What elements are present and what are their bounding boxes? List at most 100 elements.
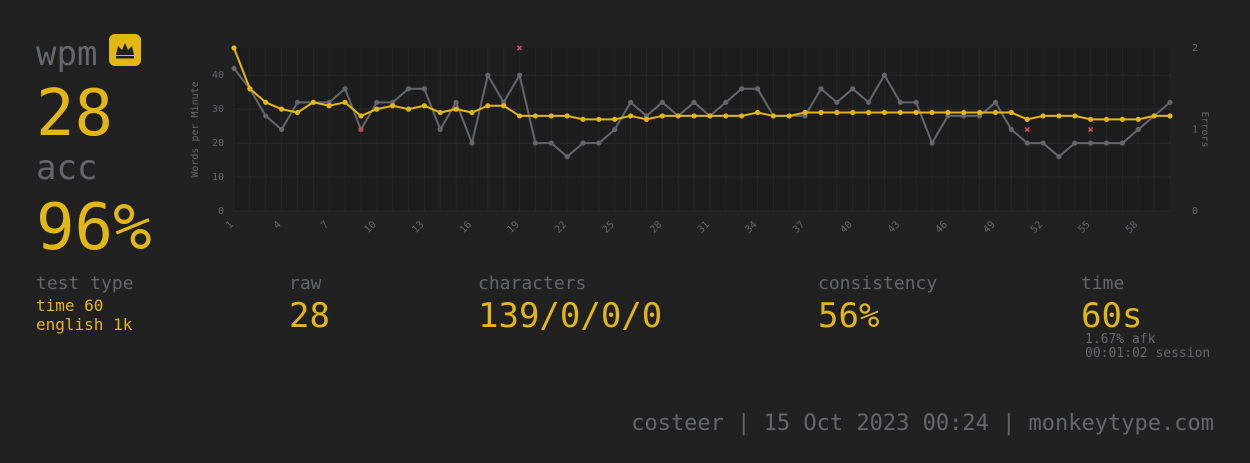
raw-point bbox=[913, 99, 919, 105]
raw-point bbox=[278, 126, 285, 133]
wpm-point bbox=[913, 109, 919, 116]
raw-point bbox=[548, 140, 554, 146]
raw-point bbox=[659, 99, 665, 105]
raw-point bbox=[628, 99, 634, 105]
raw-point bbox=[231, 65, 237, 71]
wpm-point bbox=[1167, 113, 1173, 119]
y2-tick-label: 2 bbox=[1192, 43, 1198, 54]
test-type-language: english 1k bbox=[36, 315, 133, 334]
wpm-point bbox=[818, 109, 824, 116]
raw-point bbox=[691, 99, 697, 105]
wpm-point bbox=[1040, 113, 1046, 119]
y-tick-label: 0 bbox=[218, 206, 224, 217]
wpm-point bbox=[1103, 116, 1110, 122]
y2-tick-label: 1 bbox=[1192, 125, 1198, 136]
raw-point bbox=[485, 72, 491, 78]
x-tick-label: 1 bbox=[224, 219, 236, 231]
wpm-point bbox=[1151, 113, 1157, 119]
error-point bbox=[516, 45, 523, 51]
wpm-point bbox=[437, 109, 443, 116]
raw-point bbox=[612, 126, 618, 133]
x-tick-label: 19 bbox=[505, 219, 521, 235]
raw-point bbox=[564, 154, 570, 160]
wpm-point bbox=[358, 113, 364, 119]
x-tick-label: 55 bbox=[1077, 219, 1093, 235]
y-tick-label: 20 bbox=[212, 138, 224, 149]
consistency-label: consistency bbox=[818, 273, 938, 294]
x-tick-label: 10 bbox=[363, 219, 379, 235]
wpm-point bbox=[596, 116, 602, 122]
wpm-point bbox=[945, 109, 951, 116]
raw-point bbox=[1167, 99, 1173, 105]
y-tick-label: 40 bbox=[212, 70, 224, 81]
wpm-point bbox=[754, 109, 761, 116]
wpm-label: wpm bbox=[36, 34, 98, 74]
raw-point bbox=[532, 140, 539, 146]
raw-point bbox=[580, 140, 586, 146]
raw-point bbox=[263, 113, 269, 119]
wpm-point bbox=[485, 103, 491, 109]
y-tick-label: 10 bbox=[212, 172, 224, 183]
x-tick-label: 40 bbox=[839, 219, 855, 235]
wpm-point bbox=[659, 113, 665, 119]
footer-info: costeer | 15 Oct 2023 00:24 | monkeytype… bbox=[631, 411, 1214, 436]
wpm-point bbox=[770, 113, 776, 119]
wpm-point bbox=[421, 103, 427, 109]
raw-value: 28 bbox=[289, 296, 330, 336]
raw-point bbox=[516, 72, 523, 78]
raw-point bbox=[723, 99, 729, 105]
wpm-point bbox=[834, 109, 840, 116]
error-point bbox=[358, 126, 364, 133]
wpm-point bbox=[374, 106, 380, 112]
wpm-point bbox=[929, 109, 935, 116]
wpm-point bbox=[992, 109, 999, 116]
raw-point bbox=[294, 99, 301, 105]
wpm-point bbox=[961, 109, 967, 116]
time-label: time bbox=[1081, 273, 1125, 294]
wpm-point bbox=[580, 116, 586, 122]
raw-point bbox=[421, 86, 427, 92]
characters-value: 139/0/0/0 bbox=[478, 296, 663, 336]
session-time: 00:01:02 session bbox=[1085, 346, 1211, 361]
wpm-point bbox=[278, 106, 285, 112]
x-tick-label: 49 bbox=[981, 219, 997, 235]
wpm-point bbox=[850, 109, 856, 116]
wpm-point bbox=[612, 116, 618, 122]
x-tick-label: 43 bbox=[886, 219, 902, 235]
wpm-point bbox=[1119, 116, 1126, 122]
raw-point bbox=[865, 99, 872, 105]
wpm-point bbox=[247, 86, 253, 92]
consistency-value: 56% bbox=[818, 296, 880, 336]
error-point bbox=[1088, 126, 1094, 133]
x-tick-label: 25 bbox=[601, 219, 617, 235]
wpm-point bbox=[739, 113, 745, 119]
wpm-point bbox=[643, 116, 650, 122]
raw-point bbox=[1008, 126, 1014, 133]
wpm-point bbox=[516, 113, 523, 119]
wpm-point bbox=[707, 113, 713, 119]
wpm-point bbox=[675, 113, 681, 119]
wpm-point bbox=[294, 109, 301, 116]
wpm-point bbox=[691, 113, 697, 119]
wpm-point bbox=[1135, 116, 1141, 122]
raw-point bbox=[754, 86, 761, 92]
wpm-point bbox=[405, 106, 412, 112]
wpm-point bbox=[532, 113, 539, 119]
test-type-mode: time 60 bbox=[36, 296, 104, 315]
wpm-point bbox=[326, 103, 332, 109]
raw-point bbox=[1040, 140, 1046, 146]
x-tick-label: 37 bbox=[791, 219, 807, 235]
acc-value: 96% bbox=[36, 191, 152, 265]
x-tick-label: 52 bbox=[1029, 219, 1045, 235]
x-tick-label: 58 bbox=[1124, 219, 1140, 235]
wpm-point bbox=[564, 113, 570, 119]
y-axis-title: Words per Minute bbox=[190, 81, 201, 177]
x-tick-label: 7 bbox=[319, 219, 331, 231]
raw-point bbox=[1135, 126, 1141, 133]
raw-point bbox=[437, 126, 443, 133]
wpm-point bbox=[342, 99, 348, 105]
raw-point bbox=[834, 99, 840, 105]
raw-point bbox=[374, 99, 380, 105]
raw-point bbox=[850, 86, 856, 92]
